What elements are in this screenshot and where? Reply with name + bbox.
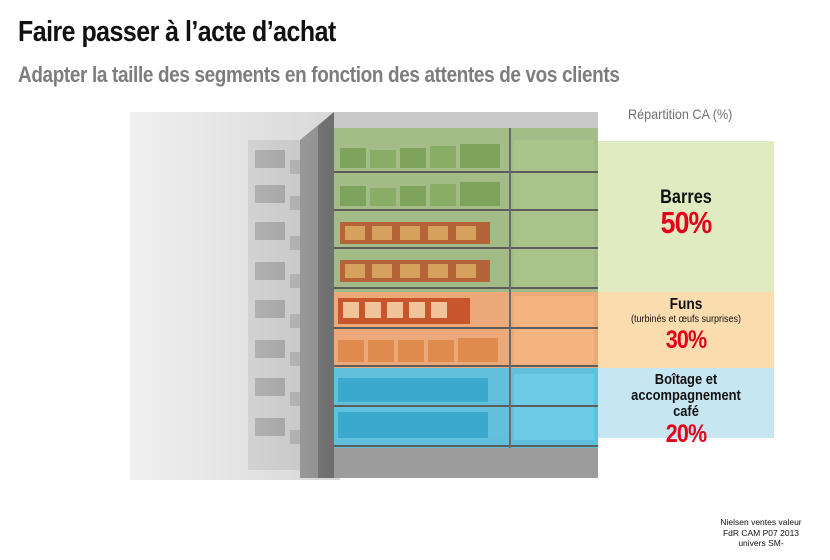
funs-shelf-zone [334, 292, 598, 368]
page-title: Faire passer à l’acte d’achat [18, 16, 336, 48]
page-subtitle: Adapter la taille des segments en foncti… [18, 62, 620, 87]
source-line: Nielsen ventes valeur [720, 517, 802, 527]
segment-band-funs [598, 292, 774, 368]
segment-band-boitage [598, 368, 774, 438]
segment-detail: (turbinés et œufs surprises) [630, 314, 742, 325]
segment-barres: Barres 50% [598, 188, 774, 238]
segment-name: Boîtage et accompagnement café [631, 371, 741, 420]
segment-percent: 30% [665, 326, 707, 354]
revenue-share-label: Répartition CA (%) [628, 106, 733, 122]
segment-funs: Funs (turbinés et œufs surprises) 30% [598, 297, 774, 353]
source-line: FdR CAM P07 2013 [722, 527, 800, 538]
shelf-lines [334, 171, 598, 447]
source-note: Nielsen ventes valeur FdR CAM P07 2013 u… [706, 517, 816, 549]
segment-name: Barres [660, 187, 712, 208]
segment-percent: 20% [665, 420, 707, 449]
segment-boitage: Boîtage et accompagnement café 20% [598, 372, 774, 447]
segment-band-barres [598, 141, 774, 292]
boitage-shelf-zone [334, 368, 598, 448]
segment-name: Funs [669, 296, 703, 313]
segment-percent: 50% [660, 205, 713, 240]
source-line: univers SM- [738, 538, 784, 549]
